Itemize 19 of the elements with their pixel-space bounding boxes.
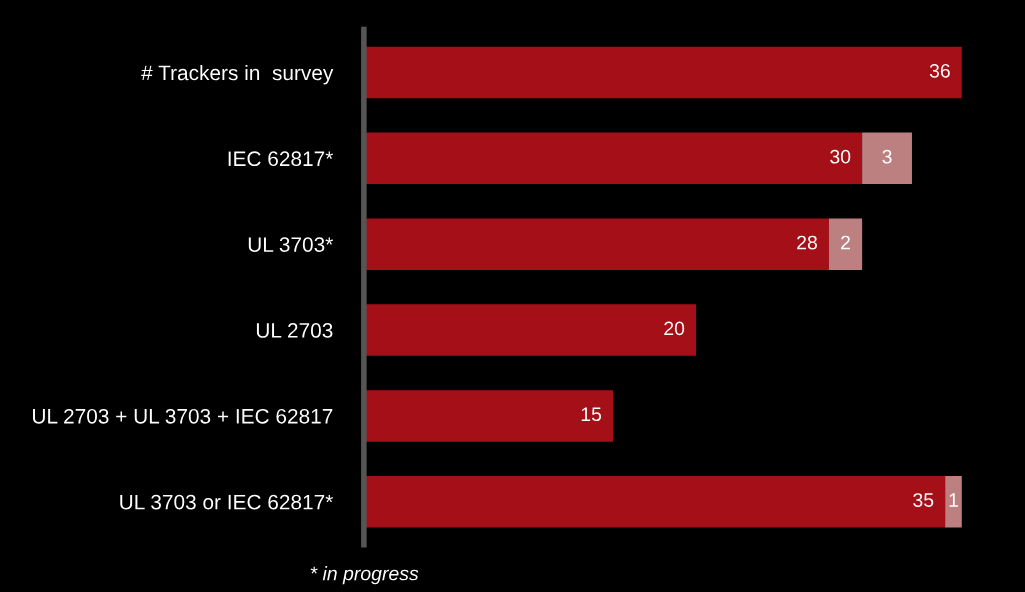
data-label: 35 [913,493,934,507]
y-tick-label: UL 2703 + UL 3703 + IEC 62817 [33,408,333,424]
data-label: 30 [830,149,851,164]
data-label: 1 [949,493,958,507]
bar [828,218,863,270]
y-tick-label: # Trackers in survey [141,64,334,85]
y-tick-label: UL 3703 or IEC 62817* [120,494,334,510]
data-label: 20 [664,321,685,336]
data-label: 2 [841,235,850,250]
y-tick-label: UL 3703* [248,237,333,252]
text: * in progress [310,566,419,585]
data-label: 28 [797,235,817,250]
y-tick-label: UL 2703 [256,323,333,338]
y-tick-label: IEC 62817* [228,151,333,167]
bar [945,475,962,528]
data-label: 15 [581,407,602,422]
data-label: 36 [929,63,950,78]
bar [862,132,912,185]
data-label: 3 [882,149,892,164]
